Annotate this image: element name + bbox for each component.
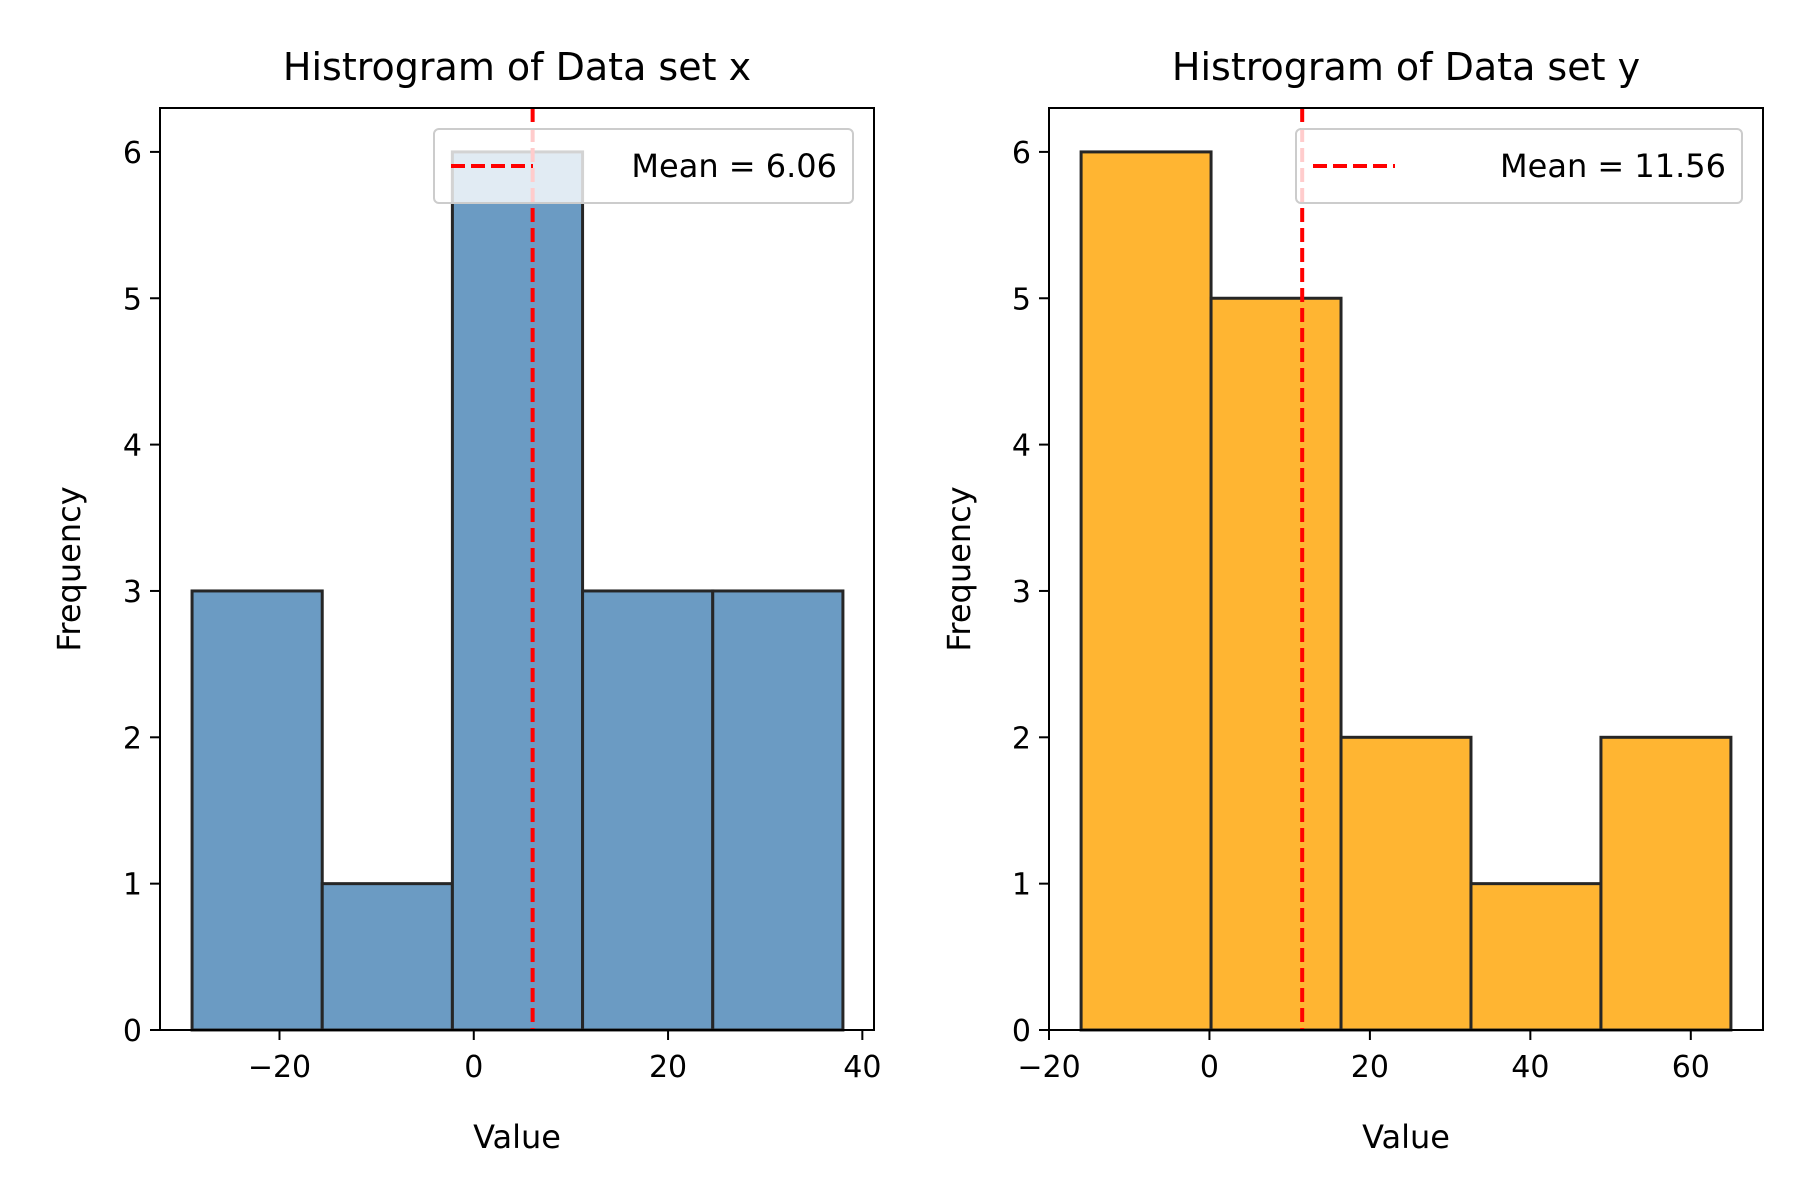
histogram-bar bbox=[581, 589, 715, 1032]
y-axis-ticks-x: 0 1 2 3 4 5 6 bbox=[123, 136, 160, 1049]
x-tick-label: 20 bbox=[1351, 1050, 1389, 1085]
y-tick-label: 5 bbox=[123, 282, 142, 317]
x-axis-label-x: Value bbox=[473, 1118, 561, 1156]
y-tick-label: 4 bbox=[1012, 429, 1031, 464]
histogram-panel-y: Histrogram of Data set y Mean = 11.56 −2… bbox=[940, 45, 1764, 1156]
x-tick-label: 0 bbox=[1200, 1050, 1219, 1085]
y-tick-label: 1 bbox=[123, 868, 142, 903]
x-tick-label: −20 bbox=[248, 1050, 311, 1085]
x-tick-label: 40 bbox=[843, 1050, 881, 1085]
y-tick-label: 6 bbox=[123, 136, 142, 171]
y-tick-label: 3 bbox=[1012, 575, 1031, 610]
y-axis-label-y: Frequency bbox=[940, 486, 978, 651]
histogram-bar bbox=[1469, 882, 1603, 1032]
y-tick-label: 2 bbox=[123, 721, 142, 756]
x-axis-ticks-y: −20 0 20 40 60 bbox=[1017, 1030, 1710, 1085]
y-axis-label-x: Frequency bbox=[50, 486, 88, 651]
histogram-bar bbox=[320, 882, 454, 1032]
legend-label-x: Mean = 6.06 bbox=[631, 147, 837, 185]
histogram-bar bbox=[190, 589, 324, 1032]
y-tick-label: 3 bbox=[123, 575, 142, 610]
y-tick-label: 0 bbox=[123, 1014, 142, 1049]
histogram-bar bbox=[711, 589, 845, 1032]
y-tick-label: 6 bbox=[1012, 136, 1031, 171]
y-tick-label: 1 bbox=[1012, 868, 1031, 903]
legend-box-y bbox=[1295, 128, 1743, 204]
bars-x bbox=[190, 150, 845, 1032]
histogram-bar bbox=[1339, 735, 1473, 1032]
x-tick-label: 0 bbox=[464, 1050, 483, 1085]
y-tick-label: 0 bbox=[1012, 1014, 1031, 1049]
y-tick-label: 2 bbox=[1012, 721, 1031, 756]
axes-frame-x bbox=[159, 107, 875, 1031]
chart-title-y: Histrogram of Data set y bbox=[1172, 45, 1640, 89]
legend-box-x bbox=[433, 128, 854, 204]
x-axis-ticks-x: −20 0 20 40 bbox=[248, 1030, 881, 1085]
legend-x: Mean = 6.06 bbox=[433, 128, 854, 204]
axes-frame-y bbox=[1048, 107, 1764, 1031]
chart-title-x: Histrogram of Data set x bbox=[283, 45, 751, 89]
y-axis-ticks-y: 0 1 2 3 4 5 6 bbox=[1012, 136, 1049, 1049]
histogram-bar bbox=[1209, 296, 1343, 1032]
histogram-bar bbox=[1079, 150, 1213, 1032]
histogram-bar bbox=[450, 150, 585, 1032]
bars-y bbox=[1079, 150, 1733, 1032]
legend-label-y: Mean = 11.56 bbox=[1500, 147, 1726, 185]
histogram-panel-x: Histrogram of Data set x Mean = 6.06 −20… bbox=[50, 45, 881, 1156]
y-tick-label: 4 bbox=[123, 429, 142, 464]
y-tick-label: 5 bbox=[1012, 282, 1031, 317]
x-tick-label: 40 bbox=[1511, 1050, 1549, 1085]
legend-y: Mean = 11.56 bbox=[1295, 128, 1743, 204]
x-tick-label: −20 bbox=[1017, 1050, 1080, 1085]
x-axis-label-y: Value bbox=[1362, 1118, 1450, 1156]
x-tick-label: 60 bbox=[1672, 1050, 1710, 1085]
x-tick-label: 20 bbox=[649, 1050, 687, 1085]
histogram-bar bbox=[1599, 735, 1733, 1032]
